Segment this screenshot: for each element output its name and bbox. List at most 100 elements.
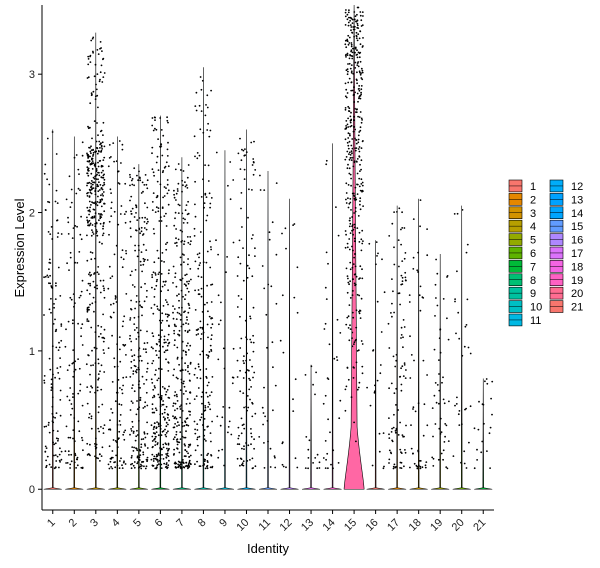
point-6 [159,146,162,148]
point-3 [103,145,106,148]
point-8 [207,336,209,339]
point-7 [181,212,184,215]
point-6 [160,129,163,131]
point-5 [131,284,134,286]
point-15 [356,24,359,27]
point-3 [88,200,91,203]
point-17 [388,417,390,419]
point-3 [100,142,102,145]
point-15 [358,87,360,90]
point-20 [457,311,460,314]
point-15 [350,26,353,28]
point-6 [154,274,157,276]
point-15 [361,242,364,245]
point-7 [176,421,179,424]
point-17 [394,365,397,368]
point-15 [344,230,347,232]
point-2 [76,456,79,459]
point-11 [265,313,268,316]
point-7 [173,368,176,371]
point-3 [94,193,97,196]
point-15 [346,242,349,245]
point-3 [93,346,96,349]
point-15 [352,249,354,252]
point-3 [88,293,91,295]
point-5 [138,380,141,382]
point-7 [186,465,189,468]
point-6 [157,452,160,455]
point-15 [350,70,353,73]
point-6 [167,289,170,292]
point-6 [151,286,153,289]
point-4 [112,439,115,441]
point-7 [174,461,177,464]
point-19 [444,423,447,425]
point-3 [86,259,89,262]
point-8 [209,432,212,434]
point-6 [159,447,161,449]
point-15 [345,385,348,388]
point-2 [73,156,76,159]
point-5 [146,179,149,182]
point-8 [202,464,205,467]
point-15 [351,337,353,339]
point-3 [90,172,93,175]
point-15 [349,268,352,271]
point-4 [125,376,128,378]
point-6 [162,305,165,307]
point-8 [204,164,207,167]
point-7 [178,464,181,467]
point-15 [345,56,347,58]
point-7 [181,239,184,242]
point-10 [251,189,253,191]
point-5 [137,349,140,351]
point-1 [52,323,55,325]
point-9 [227,426,230,428]
point-3 [89,303,91,306]
point-8 [209,129,212,132]
point-5 [138,368,140,371]
point-11 [274,384,277,387]
point-3 [91,188,93,191]
point-3 [86,289,89,292]
point-15 [350,17,353,19]
point-17 [393,463,396,466]
point-3 [97,378,99,381]
point-3 [101,50,103,52]
point-13 [314,457,317,459]
point-9 [221,416,224,419]
point-6 [158,459,161,462]
point-8 [199,320,202,323]
point-6 [156,458,159,461]
point-1 [44,163,47,166]
point-19 [431,407,434,409]
point-3 [94,455,96,458]
point-6 [151,382,154,384]
point-6 [151,146,154,149]
point-5 [144,258,146,261]
point-17 [399,375,402,378]
point-4 [120,256,123,259]
point-1 [45,464,48,467]
point-11 [266,346,268,349]
point-8 [201,413,203,415]
point-18 [413,462,416,465]
point-15 [353,35,355,38]
point-6 [157,138,160,141]
point-7 [174,242,177,245]
point-15 [351,229,353,232]
point-4 [116,391,119,394]
point-15 [356,39,359,42]
point-7 [186,280,188,283]
point-2 [77,358,79,360]
point-9 [228,406,231,409]
point-3 [102,159,105,162]
point-14 [324,322,327,325]
point-1 [49,282,52,285]
point-7 [184,362,187,365]
point-3 [93,177,96,180]
point-2 [81,439,84,442]
point-19 [446,467,449,470]
point-18 [412,406,415,409]
